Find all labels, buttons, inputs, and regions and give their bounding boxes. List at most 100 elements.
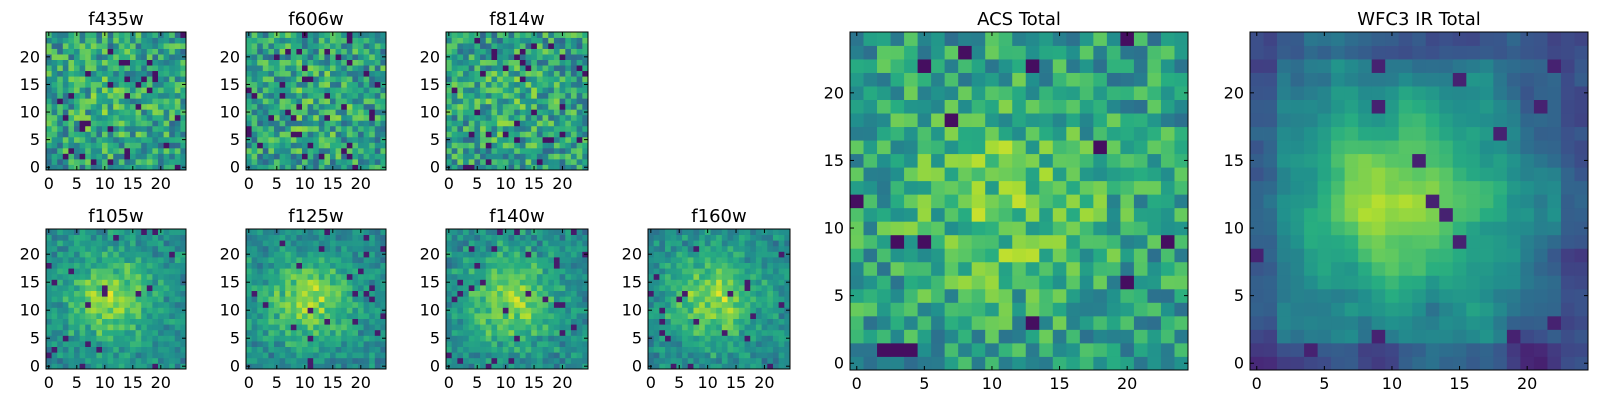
heatmap-cell [502, 318, 509, 325]
heatmap-cell [519, 245, 526, 252]
heatmap-cell [180, 245, 187, 252]
heatmap-cell [324, 318, 331, 325]
heatmap-cell [251, 262, 258, 269]
heatmap-cell [341, 98, 348, 105]
heatmap-cell [508, 324, 515, 331]
heatmap-cell [62, 301, 69, 308]
heatmap-cell [553, 318, 560, 325]
heatmap-cell [863, 167, 878, 182]
heatmap-cell [665, 346, 672, 353]
heatmap-cell [761, 273, 768, 280]
heatmap-cell [118, 32, 125, 38]
heatmap-cell [744, 318, 751, 325]
heatmap-cell [565, 70, 572, 77]
heatmap-cell [778, 279, 785, 286]
heatmap-cell [296, 48, 303, 55]
heatmap-cell [358, 318, 364, 325]
heatmap-cell [931, 342, 946, 357]
heatmap-cell [169, 103, 176, 110]
heatmap-cell [163, 59, 170, 66]
heatmap-cell [96, 59, 103, 66]
heatmap-cell [307, 81, 314, 88]
heatmap-cell [180, 153, 187, 160]
heatmap-cell [531, 37, 538, 44]
heatmap-cell [502, 352, 509, 359]
heatmap-cell [180, 329, 187, 336]
heatmap-cell [358, 81, 364, 88]
heatmap-cell [850, 261, 864, 276]
heatmap-cell [559, 70, 566, 77]
heatmap-cell [446, 103, 453, 110]
heatmap-cell [1133, 275, 1148, 290]
heatmap-cell [358, 37, 364, 44]
heatmap-cell [279, 109, 286, 116]
heatmap-cell [474, 65, 481, 72]
heatmap-cell [468, 229, 475, 235]
heatmap-cell [141, 43, 148, 49]
heatmap-cell [274, 87, 280, 94]
heatmap-cell [324, 65, 331, 72]
heatmap-cell [704, 335, 711, 342]
heatmap-cell [1174, 356, 1189, 371]
heatmap-cell [446, 262, 453, 269]
heatmap-cell [307, 164, 314, 171]
heatmap-cell [335, 307, 342, 314]
heatmap-cell [285, 131, 292, 138]
heatmap-cell [704, 296, 711, 303]
heatmap-cell [716, 245, 723, 252]
heatmap-cell [330, 346, 336, 353]
heatmap-cell [536, 32, 543, 38]
heatmap-cell [502, 37, 509, 44]
heatmap-cell [85, 103, 92, 110]
heatmap-cell [279, 147, 286, 154]
heatmap-cell [146, 76, 153, 83]
heatmap-cell [548, 357, 555, 364]
heatmap-cell [693, 245, 700, 252]
heatmap-cell [318, 318, 325, 325]
heatmap-cell [784, 301, 791, 308]
heatmap-cell [369, 262, 376, 269]
heatmap-cell [290, 158, 297, 165]
heatmap-cell [158, 301, 164, 308]
heatmap-cell [57, 257, 64, 263]
heatmap-cell [279, 352, 286, 359]
heatmap-cell [519, 296, 526, 303]
heatmap-cell [318, 37, 325, 44]
heatmap-cell [536, 98, 543, 105]
heatmap-cell [324, 120, 331, 127]
heatmap-cell [570, 285, 578, 291]
heatmap-cell [491, 335, 498, 342]
heatmap-cell [68, 142, 75, 149]
heatmap-cell [548, 346, 555, 353]
heatmap-cell [380, 125, 387, 132]
heatmap-cell [346, 318, 353, 325]
heatmap-cell [565, 76, 572, 83]
heatmap-cell [374, 92, 381, 99]
heatmap-cell [380, 273, 387, 280]
heatmap-cell [659, 262, 666, 269]
heatmap-cell [279, 341, 286, 347]
heatmap-cell [508, 92, 515, 99]
heatmap-cell [687, 290, 694, 297]
heatmap-cell [565, 136, 572, 143]
heatmap-cell [716, 301, 723, 308]
heatmap-cell [113, 125, 120, 132]
heatmap-cell [251, 357, 258, 364]
heatmap-cell [279, 285, 286, 291]
heatmap-cell [90, 125, 97, 132]
heatmap-cell [553, 37, 560, 44]
heatmap-cell [318, 147, 325, 154]
heatmap-cell [57, 335, 64, 342]
heatmap-cell [559, 87, 566, 94]
heatmap-cell [318, 296, 325, 303]
heatmap-cell [531, 98, 538, 105]
heatmap-cell [536, 131, 543, 138]
heatmap-cell [135, 164, 142, 171]
heatmap-cell [755, 279, 762, 286]
heatmap-cell [525, 153, 532, 160]
heatmap-cell [863, 194, 878, 209]
heatmap-cell [102, 324, 108, 331]
heatmap-cell [102, 37, 108, 44]
heatmap-cell [335, 136, 342, 143]
heatmap-cell [480, 87, 487, 94]
